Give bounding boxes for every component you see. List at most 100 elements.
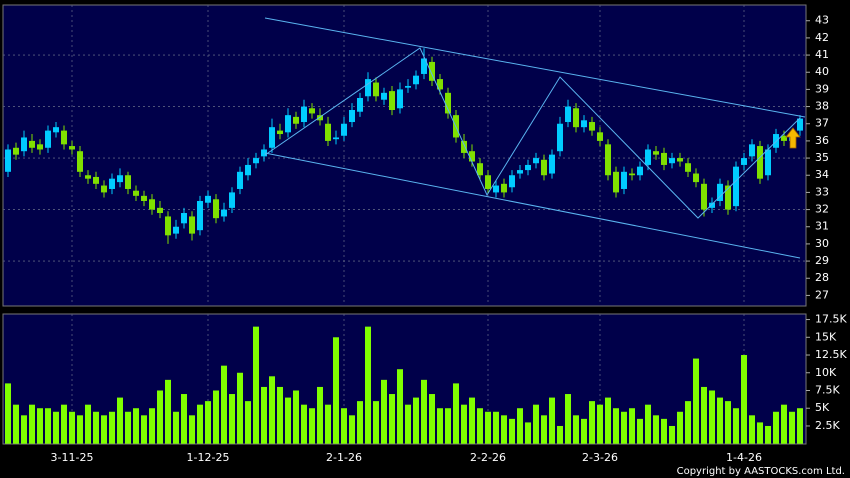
candle-body: [253, 158, 259, 164]
marks: [5, 48, 803, 444]
candle-body: [421, 58, 427, 74]
volume-bar: [221, 365, 227, 444]
candle-body: [293, 116, 299, 124]
volume-bar: [13, 404, 19, 444]
volume-bar: [557, 425, 563, 444]
y-tick-label: 32: [815, 203, 829, 216]
candle-body: [125, 175, 131, 189]
volume-bar: [421, 379, 427, 444]
y-tick-label: 5K: [815, 401, 830, 414]
y-tick-label: 38: [815, 100, 829, 113]
volume-bar: [205, 401, 211, 444]
candle-body: [373, 82, 379, 97]
candle-body: [621, 171, 627, 189]
x-tick-label: 2-1-26: [326, 451, 362, 464]
volume-bar: [797, 408, 803, 444]
candle-body: [285, 115, 291, 133]
y-tick-label: 17.5K: [815, 313, 847, 326]
x-tick-label: 1-4-26: [726, 451, 762, 464]
candle-body: [349, 110, 355, 123]
volume-bar: [581, 418, 587, 444]
candle-body: [637, 166, 643, 176]
volume-bar: [45, 408, 51, 444]
candle-body: [365, 79, 371, 97]
candle-body: [413, 75, 419, 85]
volume-bar: [269, 376, 275, 444]
volume-bar: [613, 408, 619, 444]
volume-bar: [453, 383, 459, 444]
volume-bar: [637, 418, 643, 444]
candle-body: [317, 115, 323, 121]
candle-body: [157, 207, 163, 214]
volume-bar: [469, 397, 475, 444]
volume-bar: [693, 358, 699, 444]
volume-bar: [261, 386, 267, 444]
candle-body: [749, 144, 755, 157]
y-tick-label: 40: [815, 65, 829, 78]
y-tick-label: 33: [815, 185, 829, 198]
volume-bar: [285, 397, 291, 444]
candle-body: [581, 120, 587, 128]
signal-arrow: [785, 127, 801, 149]
volume-bar: [405, 404, 411, 444]
candle-body: [13, 147, 19, 155]
volume-bar: [245, 401, 251, 444]
y-tick-label: 27: [815, 288, 829, 301]
y-tick-label: 7.5K: [815, 383, 840, 396]
volume-bar: [597, 404, 603, 444]
volume-bar: [373, 401, 379, 444]
volume-bar: [437, 408, 443, 444]
volume-bar: [765, 425, 771, 444]
candle-body: [341, 123, 347, 136]
y-tick-label: 37: [815, 117, 829, 130]
y-tick-label: 42: [815, 31, 829, 44]
volume-bar: [509, 418, 515, 444]
volume-bar: [565, 394, 571, 444]
volume-bar: [533, 404, 539, 444]
candle-body: [181, 213, 187, 224]
candle-body: [501, 183, 507, 193]
candle-body: [85, 175, 91, 179]
x-tick-label: 2-2-26: [470, 451, 506, 464]
volume-bar: [485, 411, 491, 444]
volume-bar: [365, 326, 371, 444]
volume-bar: [77, 415, 83, 444]
candle-body: [309, 108, 315, 114]
volume-bar: [733, 408, 739, 444]
candle-body: [437, 79, 443, 90]
candle-body: [525, 164, 531, 171]
volume-bar: [677, 411, 683, 444]
volume-bar: [277, 386, 283, 444]
candle-body: [677, 158, 683, 162]
y-tick-label: 29: [815, 254, 829, 267]
grid: [3, 5, 806, 444]
candle-body: [101, 185, 107, 193]
candle-body: [717, 183, 723, 201]
zigzag: [264, 47, 801, 219]
candle-body: [69, 146, 75, 150]
candle-body: [205, 195, 211, 203]
volume-bar: [429, 394, 435, 444]
volume-bar: [389, 394, 395, 444]
candle-body: [685, 163, 691, 172]
candle-body: [661, 152, 667, 165]
volume-bar: [757, 422, 763, 444]
y-tick-label: 2.5K: [815, 419, 840, 432]
y-tick-label: 34: [815, 168, 829, 181]
volume-bar: [93, 411, 99, 444]
candle-body: [701, 183, 707, 210]
volume-bar: [445, 408, 451, 444]
volume-bar: [157, 390, 163, 444]
volume-bar: [709, 390, 715, 444]
volume-bar: [53, 411, 59, 444]
volume-bar: [349, 415, 355, 444]
x-tick-label: 3-11-25: [51, 451, 94, 464]
candle-body: [429, 61, 435, 81]
x-tick-label: 2-3-26: [582, 451, 618, 464]
lower-channel: [264, 152, 801, 259]
candle-body: [213, 199, 219, 219]
candle-body: [669, 158, 675, 164]
volume-bar: [317, 386, 323, 444]
candle-body: [117, 175, 123, 183]
candle-body: [493, 185, 499, 193]
